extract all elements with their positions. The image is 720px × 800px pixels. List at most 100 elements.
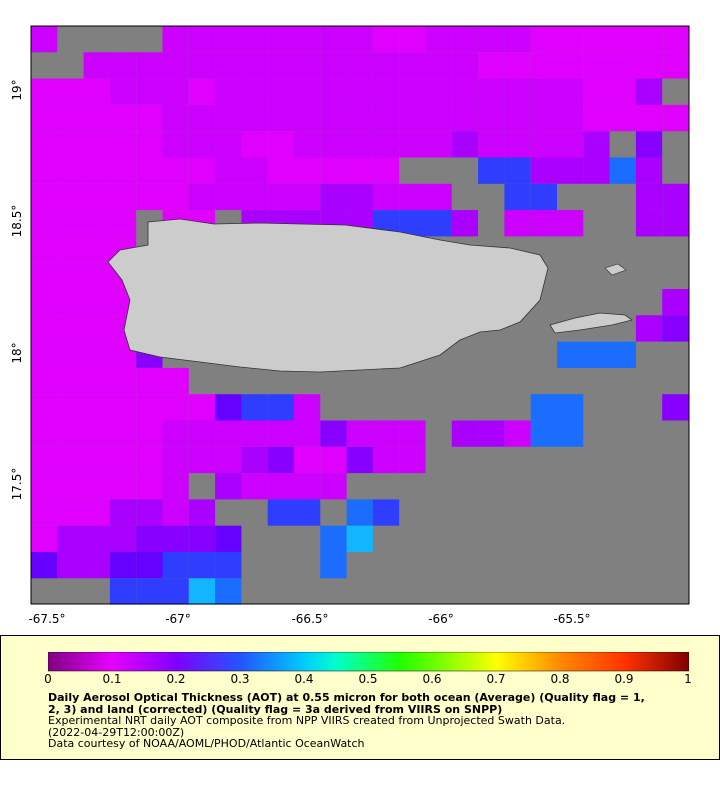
aot-cell <box>530 157 557 184</box>
aot-cell <box>57 262 84 289</box>
aot-cell <box>162 367 189 395</box>
aot-cell <box>109 446 137 474</box>
aot-cell <box>557 341 584 368</box>
aot-cell <box>215 78 242 105</box>
aot-cell <box>162 104 189 132</box>
aot-cell <box>136 104 163 132</box>
lon-tick-label: -66° <box>428 612 454 626</box>
aot-cell <box>241 131 268 158</box>
aot-cell <box>162 552 189 579</box>
aot-cell <box>399 52 426 79</box>
aot-cell <box>83 289 110 316</box>
aot-cell <box>346 183 373 211</box>
aot-cell <box>188 420 216 447</box>
aot-cell <box>320 157 347 184</box>
aot-cell <box>31 315 58 342</box>
aot-cell <box>136 183 163 211</box>
aot-cell <box>31 446 58 474</box>
aot-cell <box>425 52 452 79</box>
aot-cell <box>109 420 137 447</box>
aot-cell <box>583 26 610 53</box>
aot-cell <box>530 78 557 105</box>
aot-map[interactable]: -67.5° -67° -66.5° -66° -65.5° 19° 18.5°… <box>0 0 720 630</box>
aot-cell <box>662 104 689 132</box>
aot-cell <box>215 157 242 184</box>
aot-cell <box>109 367 137 395</box>
aot-cell <box>320 26 347 53</box>
aot-cell <box>162 183 189 211</box>
aot-cell <box>320 420 347 447</box>
aot-cell <box>109 394 137 421</box>
aot-cell <box>530 183 557 211</box>
aot-cell <box>372 420 400 447</box>
aot-cell <box>320 78 347 105</box>
aot-cell <box>83 262 110 289</box>
aot-cell <box>188 183 216 211</box>
aot-cell <box>557 210 584 237</box>
aot-cell <box>583 341 610 368</box>
aot-cell <box>31 262 58 289</box>
colorbar-tick-label: 0.1 <box>102 672 122 686</box>
aot-cell <box>504 420 531 447</box>
aot-cell <box>583 52 610 79</box>
aot-cell <box>188 394 216 421</box>
aot-cell <box>136 52 163 79</box>
aot-cell <box>136 157 163 184</box>
aot-cell <box>451 210 479 237</box>
aot-cell <box>136 420 163 447</box>
aot-cell <box>425 183 452 211</box>
latitude-labels: 19° 18.5° 18° 17.5° <box>10 79 24 500</box>
aot-cell <box>294 420 321 447</box>
lon-tick-label: -65.5° <box>553 612 590 626</box>
aot-cell <box>267 104 294 132</box>
aot-cell <box>478 52 505 79</box>
aot-cell <box>294 499 321 526</box>
aot-cell <box>530 52 557 79</box>
colorbar-tick-label: 0.3 <box>230 672 250 686</box>
aot-cell <box>188 52 216 79</box>
aot-cell <box>372 26 400 53</box>
aot-cell <box>188 578 216 605</box>
aot-cell <box>399 420 426 447</box>
aot-cell <box>83 52 110 79</box>
aot-cell <box>425 26 452 53</box>
aot-cell <box>478 157 505 184</box>
aot-cell <box>31 289 58 316</box>
aot-cell <box>583 157 610 184</box>
aot-cell <box>57 341 84 368</box>
aot-cell <box>530 26 557 53</box>
lon-tick-label: -67° <box>165 612 191 626</box>
lon-tick-label: -66.5° <box>291 612 328 626</box>
aot-cell <box>31 183 58 211</box>
aot-cell <box>399 446 426 474</box>
aot-cell <box>83 236 110 263</box>
aot-cell <box>294 183 321 211</box>
aot-cell <box>188 499 216 526</box>
aot-cell <box>451 78 479 105</box>
aot-cell <box>109 183 137 211</box>
aot-cell <box>31 104 58 132</box>
aot-cell <box>635 131 663 158</box>
aot-cell <box>635 315 663 342</box>
aot-cell <box>609 104 636 132</box>
aot-cell <box>320 131 347 158</box>
aot-cell <box>451 104 479 132</box>
aot-cell <box>31 473 58 500</box>
aot-cell <box>557 104 584 132</box>
aot-cell <box>162 525 189 552</box>
aot-cell <box>372 183 400 211</box>
aot-cell <box>136 131 163 158</box>
aot-cell <box>635 183 663 211</box>
aot-cell <box>109 104 137 132</box>
islands <box>107 218 633 373</box>
aot-cell <box>346 525 373 552</box>
aot-grid <box>31 26 689 605</box>
aot-cell <box>320 104 347 132</box>
aot-cell <box>478 420 505 447</box>
colorbar-tick-label: 0 <box>44 672 52 686</box>
aot-cell <box>662 210 689 237</box>
aot-cell <box>372 131 400 158</box>
aot-cell <box>162 446 189 474</box>
aot-cell <box>162 26 189 53</box>
aot-cell <box>399 78 426 105</box>
